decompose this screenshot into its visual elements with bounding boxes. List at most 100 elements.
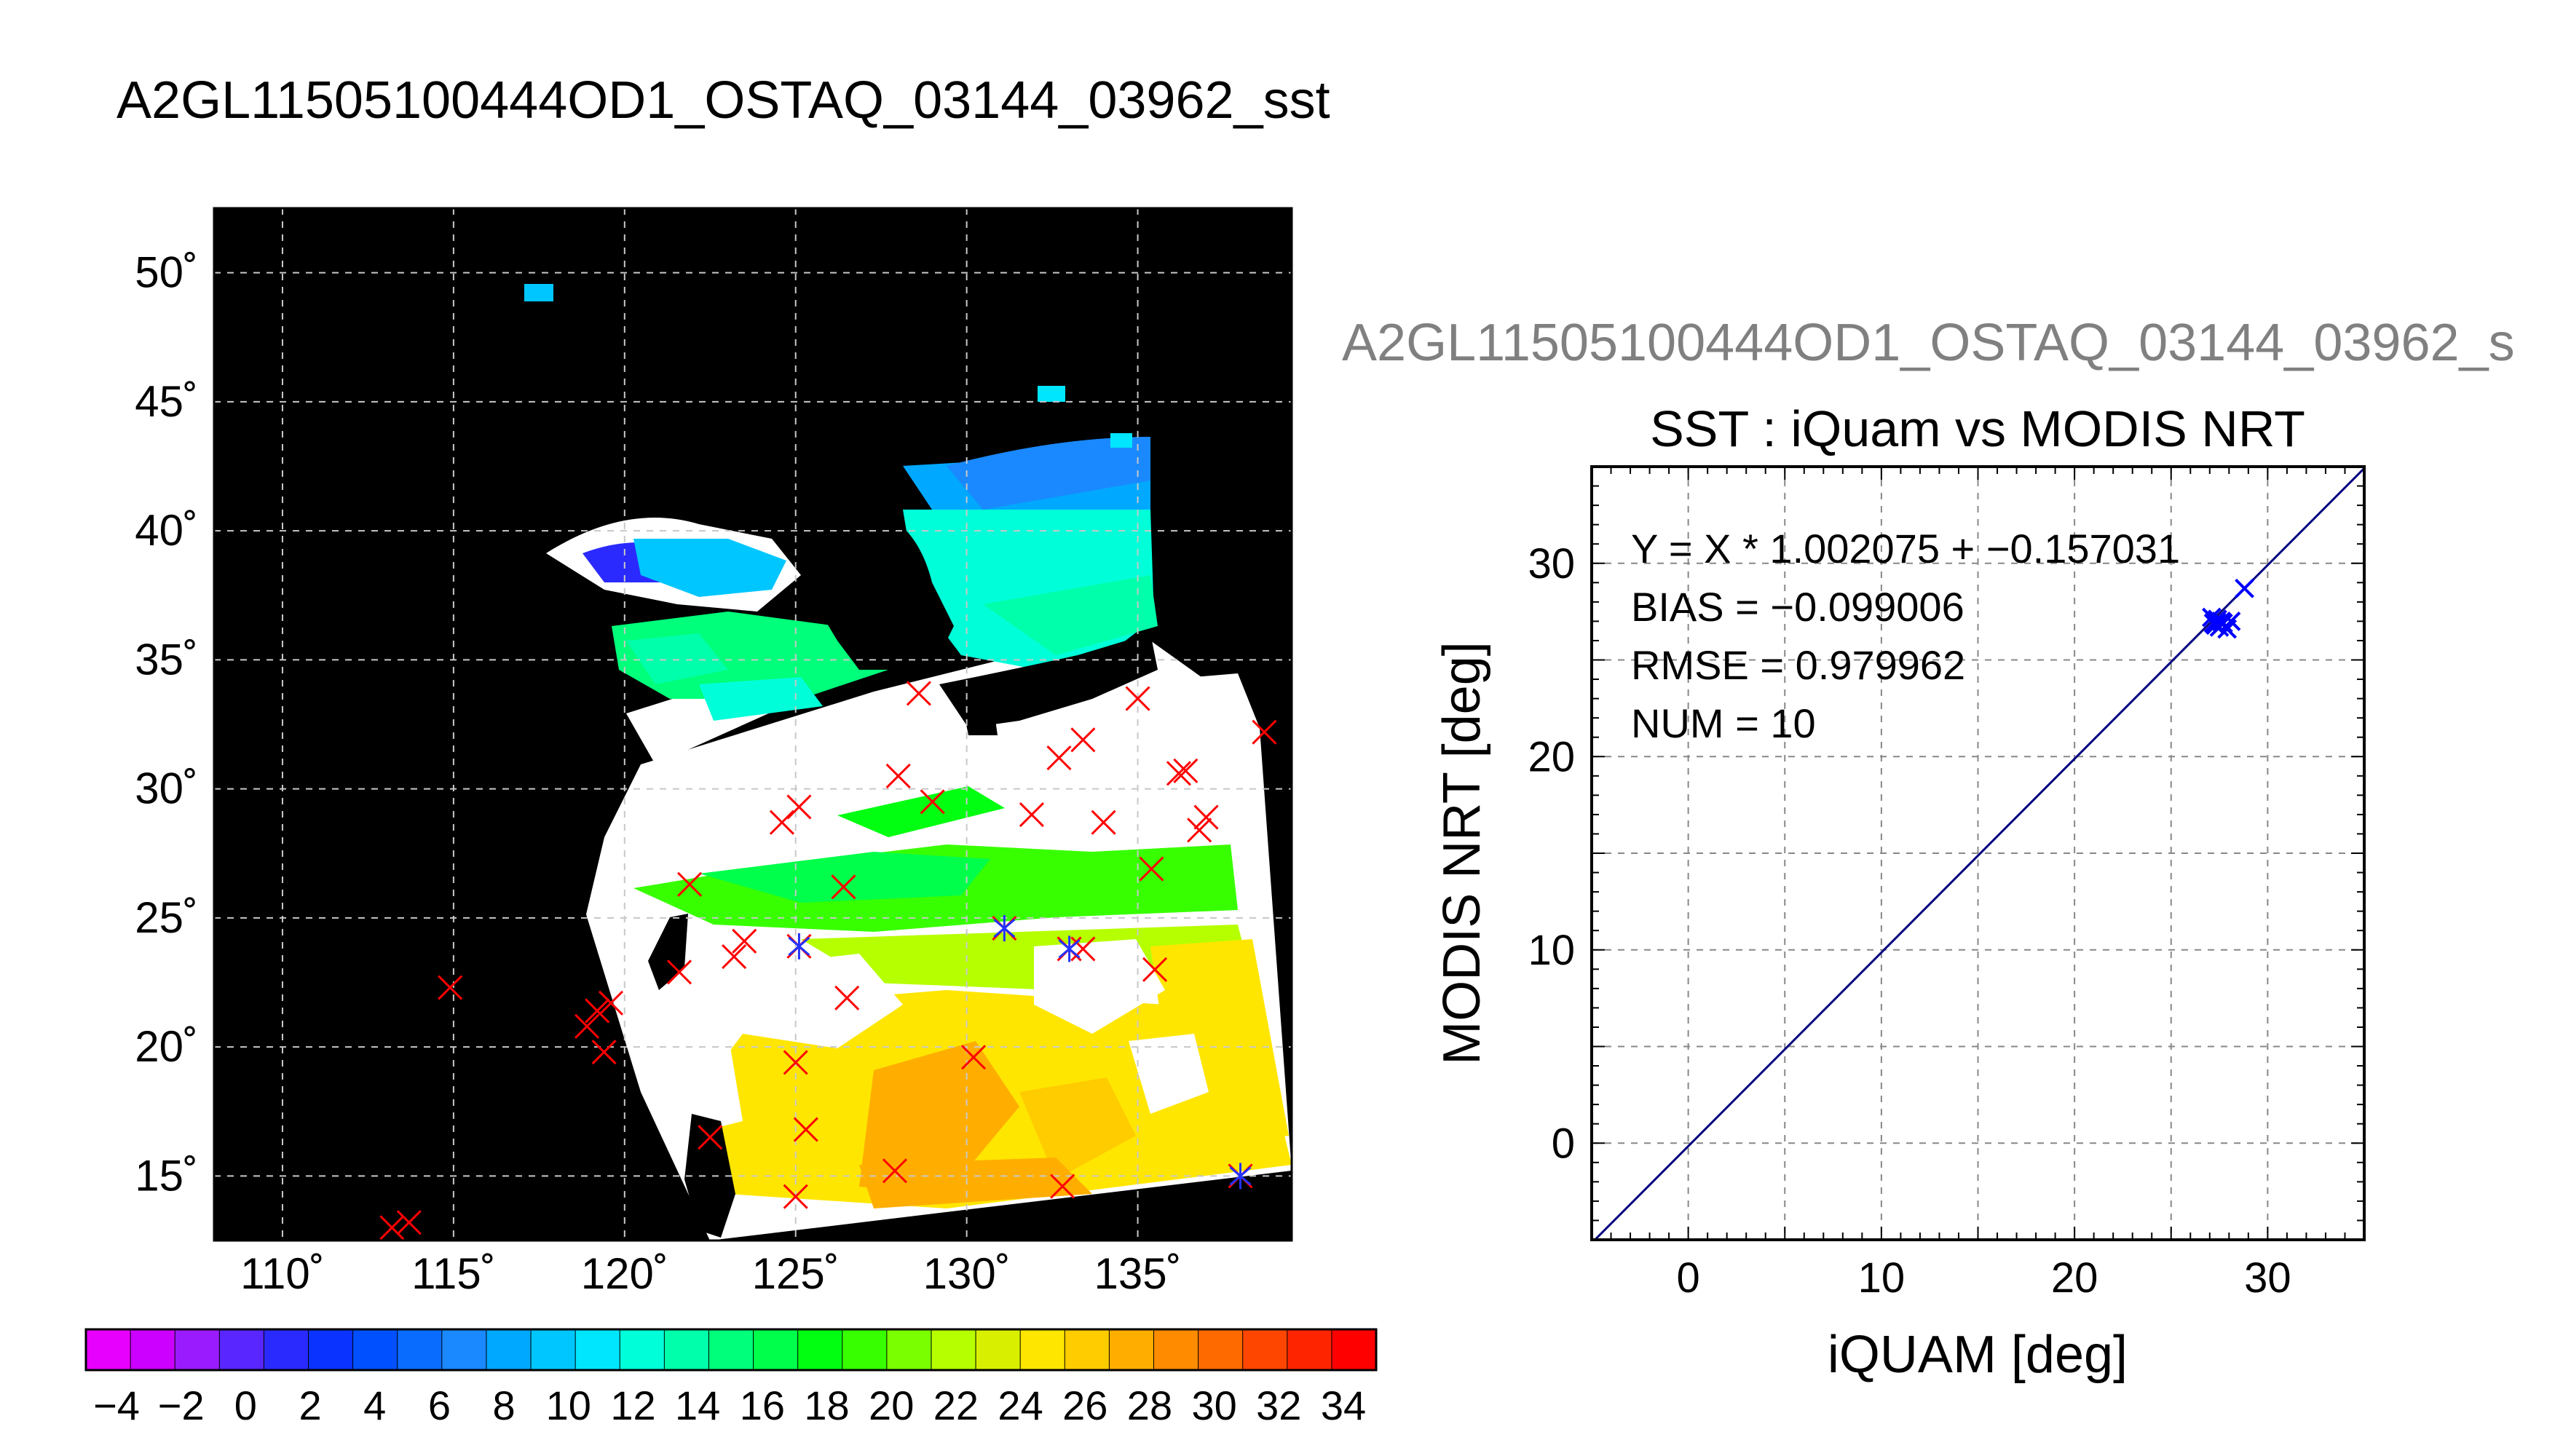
colorbar-cell [486,1329,532,1370]
scatter-panel: A2GL11505100444OD1_OSTAQ_03144_03962_s S… [1342,314,2515,1384]
lat-label: 45˚ [135,377,198,426]
colorbar-cells [86,1329,1377,1370]
colorbar-label: 2 [299,1382,321,1428]
red-x-marker [1252,719,1277,745]
scatter-points [2202,578,2254,639]
red-x-marker [1187,818,1212,843]
lat-label: 50˚ [135,248,198,297]
red-x-marker [769,810,794,835]
lon-label: 115˚ [411,1249,496,1298]
y-tick-label: 30 [1528,540,1575,587]
map-red-markers [379,681,1277,1241]
red-x-marker [783,1184,808,1209]
map-frame [213,207,1293,1242]
colorbar-cell [931,1329,976,1370]
colorbar-cell [175,1329,220,1370]
colorbar-label: 26 [1062,1382,1107,1428]
red-x-marker [1166,761,1192,786]
colorbar-label: 20 [869,1382,914,1428]
colorbar-label: −4 [93,1382,140,1428]
colorbar-cell [575,1329,620,1370]
fit-line [1593,467,2364,1240]
blue-star-marker [1229,1163,1252,1190]
colorbar-label: −2 [158,1382,205,1428]
stat-fit: Y = X * 1.002075 + −0.157031 [1631,526,2180,571]
red-x-marker [379,1215,405,1241]
red-x-marker [786,794,812,820]
red-x-marker [1139,856,1164,882]
red-x-marker [1046,745,1072,771]
colorbar-cell [753,1329,799,1370]
lon-label: 110˚ [240,1249,325,1298]
lat-label: 15˚ [135,1151,198,1200]
stat-rmse: RMSE = 0.979962 [1631,642,1965,688]
red-x-marker [1091,810,1116,835]
red-x-marker [1125,686,1150,711]
colorbar-cell [352,1329,398,1370]
stat-num: NUM = 10 [1631,700,1816,746]
latitude-labels: 50˚ 45˚ 40˚ 35˚ 30˚ 25˚ 20˚ 15˚ [135,248,198,1200]
x-tick-label: 0 [1676,1254,1699,1302]
map-panel: 50˚ 45˚ 40˚ 35˚ 30˚ 25˚ 20˚ 15˚ 110˚ 115˚ 120˚ 125… [135,207,1293,1298]
colorbar-cell [1287,1329,1332,1370]
red-x-marker [585,998,610,1024]
red-x-marker [722,943,747,970]
colorbar-cell [1020,1329,1065,1370]
colorbar-label: 12 [610,1382,655,1428]
blue-star-marker [993,915,1016,942]
blue-star-marker [788,933,810,960]
lat-label: 30˚ [135,764,198,813]
colorbar-label: 10 [546,1382,591,1428]
colorbar-cell [1065,1329,1110,1370]
colorbar-cell [441,1329,487,1370]
red-x-marker [783,1050,808,1075]
red-x-marker [1193,804,1219,830]
red-x-marker [1173,758,1198,783]
red-x-marker [920,789,945,815]
colorbar-cell [1153,1329,1199,1370]
main-title: A2GL11505100444OD1_OSTAQ_03144_03962_sst [117,71,1330,130]
scatter-title: SST : iQuam vs MODIS NRT [1650,400,2305,457]
colorbar-cell [976,1329,1021,1370]
red-x-marker [677,871,703,897]
red-x-marker [960,1045,987,1070]
colorbar-cell [842,1329,888,1370]
red-x-marker [793,1117,818,1142]
colorbar-label: 4 [363,1382,386,1428]
red-x-marker [598,990,624,1016]
red-x-marker [396,1210,422,1235]
colorbar-cell [531,1329,576,1370]
lon-label: 130˚ [923,1249,1011,1298]
red-x-marker [732,928,757,954]
stat-bias: BIAS = −0.099006 [1631,584,1964,630]
scatter-point [2202,607,2222,628]
y-tick-label: 20 [1528,733,1575,780]
scatter-point [2221,611,2241,631]
colorbar-cell [397,1329,443,1370]
colorbar-label: 32 [1256,1382,1301,1428]
colorbar-cell [308,1329,354,1370]
scatter-file-title: A2GL11505100444OD1_OSTAQ_03144_03962_s [1342,314,2515,372]
colorbar-cell [264,1329,309,1370]
blue-star-marker [1058,935,1081,962]
colorbar-label: 30 [1191,1382,1236,1428]
colorbar-label: 8 [493,1382,516,1428]
red-x-marker [882,1158,908,1184]
colorbar-label: 6 [428,1382,451,1428]
colorbar-cell [86,1329,131,1370]
colorbar-cell [1198,1329,1244,1370]
map-blue-markers [788,915,1252,1190]
longitude-labels: 110˚ 115˚ 120˚ 125˚ 130˚ 135˚ [240,1249,1181,1298]
red-x-marker [885,763,911,788]
y-tick-label: 0 [1552,1120,1575,1167]
red-x-marker [834,985,860,1010]
x-tick-label: 30 [2244,1254,2291,1302]
colorbar: −4 −2 0 2 4 6 8 10 12 14 16 18 20 22 24 26 28 30 32 34 [84,1328,1378,1428]
scatter-x-tick-labels: 0 10 20 30 [1676,1254,2291,1302]
sst-swath [524,284,1292,1241]
lat-label: 25˚ [135,893,198,942]
colorbar-frame [84,1328,1378,1372]
colorbar-label: 24 [998,1382,1043,1428]
colorbar-cell [1331,1329,1377,1370]
